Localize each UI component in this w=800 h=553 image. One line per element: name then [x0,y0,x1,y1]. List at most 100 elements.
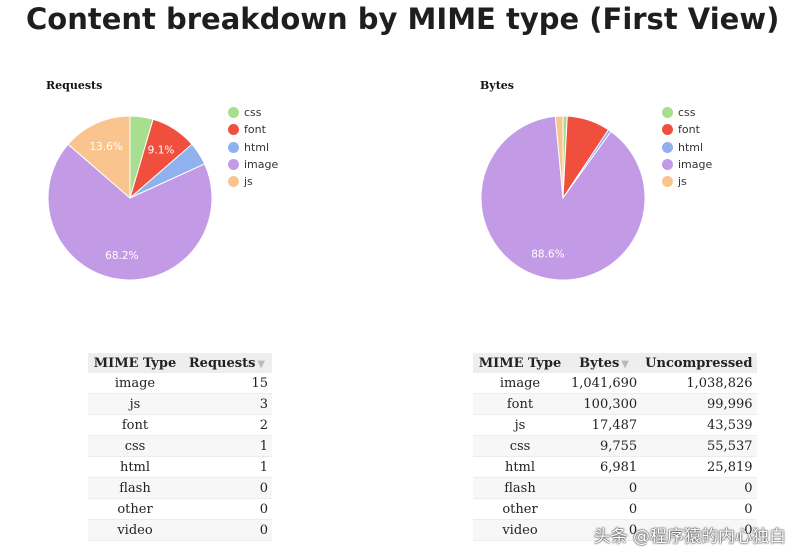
value-cell: 1,038,826 [641,373,757,394]
value-cell: 17,487 [567,414,642,436]
legend-item-font: font [228,121,278,138]
pie-chart-requests: 9.1% 68.2% 13.6% [47,115,213,281]
legend-item-css: css [662,104,712,121]
table-row: js 3 [88,393,272,415]
legend-item-html: html [228,139,278,156]
value-cell: 43,539 [641,414,757,436]
legend-swatch [228,176,239,188]
pie-slice-image [47,143,213,281]
mime-type-cell: flash [473,477,567,499]
value-cell: 0 [182,519,272,541]
legend-item-html: html [662,139,712,156]
value-cell: 0 [182,498,272,520]
sort-desc-icon: ▼ [621,358,629,370]
legend-swatch [662,159,673,171]
mime-type-cell: html [88,456,182,478]
legend-label: image [678,158,713,172]
legend-label: js [678,175,687,189]
value-cell: 15 [182,373,272,394]
legend-swatch [228,159,239,171]
column-header-requests[interactable]: Requests ▼ [182,353,272,373]
pie-chart-bytes: 88.6% [480,115,646,281]
legend-label: html [244,140,270,154]
column-header-bytes[interactable]: Bytes ▼ [567,353,642,373]
legend-item-image: image [662,156,712,173]
pie-slice-label-image: 88.6% [531,248,564,260]
pie-slice-label-js: 13.6% [89,141,122,153]
legend-swatch [228,141,239,153]
legend-item-js: js [662,173,712,190]
legend-requests: css font html image js [228,104,278,190]
value-cell: 6,981 [567,456,642,478]
mime-type-cell: image [88,373,182,394]
table-row: html 6,981 25,819 [473,456,757,478]
value-cell: 0 [641,477,757,499]
legend-item-image: image [228,156,278,173]
value-cell: 55,537 [641,435,757,457]
table-row: font 100,300 99,996 [473,393,757,415]
legend-label: font [244,123,266,137]
table-row: flash 0 [88,477,272,499]
value-cell: 0 [641,498,757,520]
value-cell: 0 [567,477,642,499]
mime-type-cell: other [88,498,182,520]
legend-label: js [244,175,253,189]
column-header-mime-type[interactable]: MIME Type [88,353,182,373]
value-cell: 1 [182,456,272,478]
value-cell: 2 [182,414,272,436]
legend-bytes: css font html image js [662,104,712,190]
column-header-uncompressed[interactable]: Uncompressed [641,353,757,373]
legend-label: css [244,106,262,120]
pie-slice-image [480,115,646,281]
legend-swatch [662,176,673,188]
legend-swatch [662,141,673,153]
value-cell: 0 [641,519,757,541]
legend-item-css: css [228,104,278,121]
requests-table: MIME Type Requests ▼ image 15 js 3 font 2 css 1 h… [88,353,272,541]
value-cell: 0 [182,477,272,499]
table-row: flash 0 0 [473,477,757,499]
legend-swatch [662,124,673,136]
mime-type-cell: video [88,519,182,541]
value-cell: 100,300 [567,393,642,415]
mime-type-cell: font [88,414,182,436]
table-row: video 0 0 [473,519,757,541]
value-cell: 9,755 [567,435,642,457]
mime-type-cell: other [473,498,567,520]
mime-type-cell: js [473,414,567,436]
table-row: image 1,041,690 1,038,826 [473,373,757,394]
legend-item-font: font [662,121,712,138]
value-cell: 3 [182,393,272,415]
table-row: video 0 [88,519,272,541]
chart-title-requests: Requests [46,79,103,92]
mime-type-cell: video [473,519,567,541]
column-header-mime-type[interactable]: MIME Type [473,353,567,373]
legend-swatch [228,107,239,119]
value-cell: 0 [567,498,642,520]
mime-type-cell: js [88,393,182,415]
value-cell: 25,819 [641,456,757,478]
pie-slice-label-font: 9.1% [148,145,175,157]
bytes-table: MIME Type Bytes ▼ Uncompressed image 1,041… [473,353,757,541]
mime-type-cell: html [473,456,567,478]
table-row: css 1 [88,435,272,457]
mime-type-cell: css [88,435,182,457]
pie-slice-js [554,115,564,199]
value-cell: 1 [182,435,272,457]
page-title: Content breakdown by MIME type (First Vi… [26,2,780,36]
table-row: js 17,487 43,539 [473,414,757,436]
mime-type-cell: css [473,435,567,457]
legend-label: font [678,123,700,137]
mime-type-cell: font [473,393,567,415]
table-row: other 0 0 [473,498,757,520]
mime-type-cell: flash [88,477,182,499]
value-cell: 1,041,690 [567,373,642,394]
pie-slice-js [67,115,131,200]
table-row: html 1 [88,456,272,478]
legend-swatch [228,124,239,136]
legend-item-js: js [228,173,278,190]
table-row: css 9,755 55,537 [473,435,757,457]
legend-label: html [678,140,704,154]
watermark: 头条 @程序猿的内心独白 [593,527,786,547]
value-cell: 99,996 [641,393,757,415]
